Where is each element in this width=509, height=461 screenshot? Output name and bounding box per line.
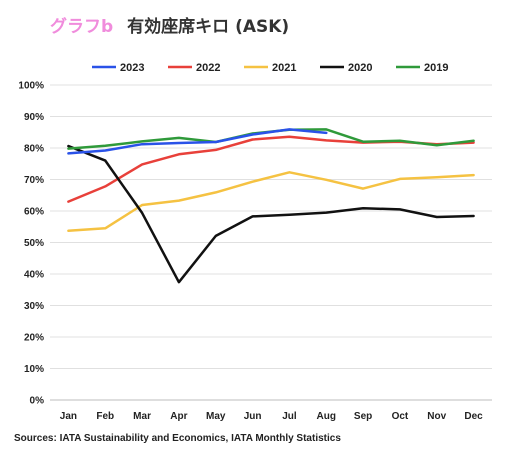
legend-label: 2022 <box>196 62 220 74</box>
x-tick-label: Apr <box>170 411 187 422</box>
x-tick-label: Dec <box>464 411 483 422</box>
x-tick-label: Mar <box>133 411 151 422</box>
chart-title: 有効座席キロ (ASK) <box>127 17 290 37</box>
y-tick-label: 30% <box>24 301 44 312</box>
y-tick-label: 80% <box>24 144 44 155</box>
y-tick-label: 100% <box>18 81 44 92</box>
legend-label: 2021 <box>272 62 296 74</box>
legend-label: 2020 <box>348 62 372 74</box>
header: グラフb 有効座席キロ (ASK) <box>50 12 289 38</box>
series-line-2023 <box>67 128 328 155</box>
x-tick-label: Nov <box>427 411 446 422</box>
series-line-2020 <box>67 144 475 284</box>
x-tick-label: Jan <box>60 411 77 422</box>
figure-label: グラフb <box>50 17 114 37</box>
source-note: Sources: IATA Sustainability and Economi… <box>14 433 341 444</box>
y-tick-label: 20% <box>24 333 44 344</box>
series-line-2021 <box>67 171 475 233</box>
x-tick-label: Feb <box>96 411 114 422</box>
y-tick-label: 70% <box>24 175 44 186</box>
x-tick-label: Oct <box>392 411 409 422</box>
y-tick-label: 10% <box>24 364 44 375</box>
x-tick-label: Sep <box>354 411 372 422</box>
legend-label: 2019 <box>424 62 448 74</box>
y-tick-label: 50% <box>24 238 44 249</box>
x-tick-label: May <box>206 411 226 422</box>
x-tick-label: Jul <box>282 411 297 422</box>
y-tick-label: 0% <box>30 396 45 407</box>
y-tick-label: 40% <box>24 270 44 281</box>
x-tick-label: Aug <box>317 411 336 422</box>
x-tick-label: Jun <box>244 411 262 422</box>
y-tick-label: 90% <box>24 112 44 123</box>
legend-label: 2023 <box>120 62 144 74</box>
y-tick-label: 60% <box>24 207 44 218</box>
